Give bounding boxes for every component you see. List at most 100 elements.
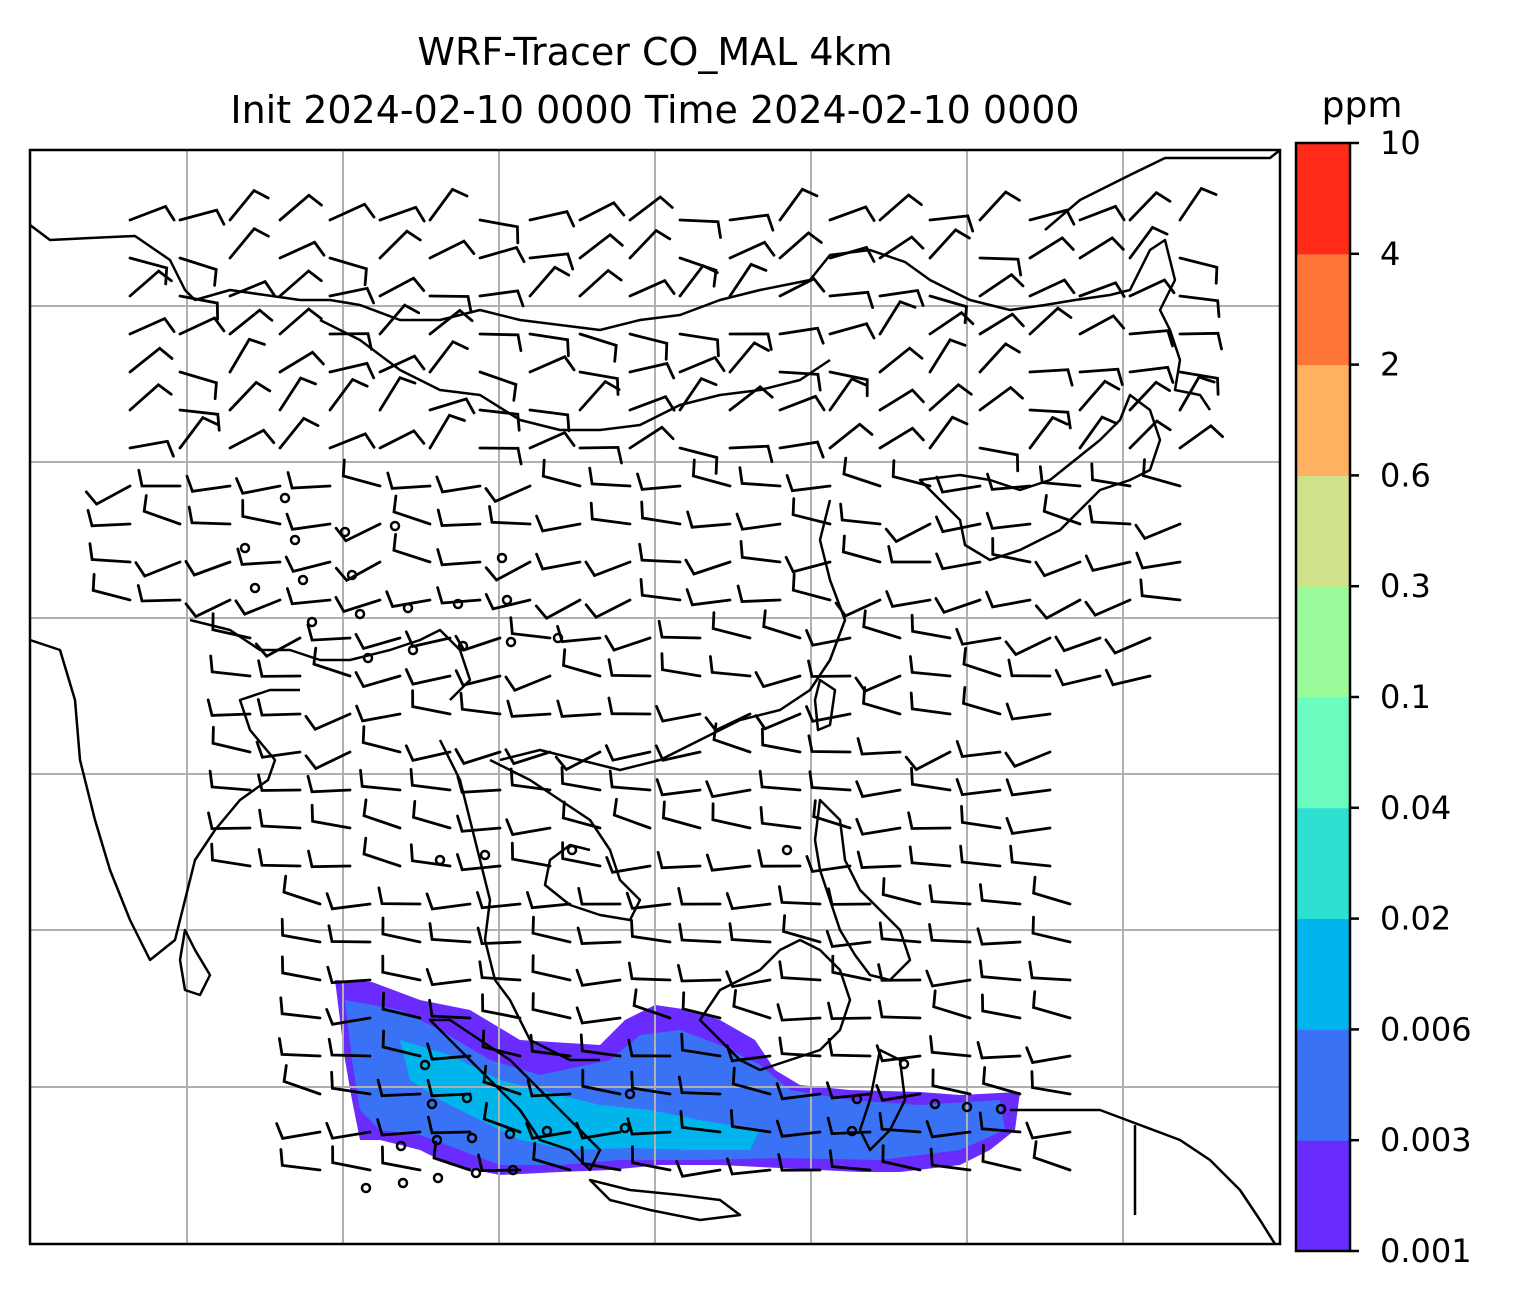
wind-barb bbox=[459, 691, 502, 716]
wind-barb bbox=[484, 593, 532, 611]
wind-barb bbox=[959, 844, 1002, 868]
calm-marker bbox=[432, 1172, 444, 1184]
wind-barb bbox=[731, 1066, 772, 1096]
new-guinea bbox=[1010, 1108, 1277, 1245]
wind-barb bbox=[376, 1118, 422, 1137]
wind-barb bbox=[679, 1110, 722, 1134]
wind-barb bbox=[362, 798, 402, 830]
wind-barb bbox=[509, 767, 552, 792]
calm-marker bbox=[846, 1125, 858, 1137]
wind-barb bbox=[484, 560, 532, 582]
wind-barb bbox=[607, 696, 652, 716]
wind-barb bbox=[640, 500, 682, 526]
wind-barb bbox=[1104, 636, 1152, 655]
wind-barb bbox=[728, 332, 773, 351]
wind-barb bbox=[855, 817, 902, 836]
wind-barb bbox=[928, 294, 968, 325]
wind-barb bbox=[1128, 329, 1174, 348]
wind-barb bbox=[436, 508, 482, 527]
wind-barb bbox=[728, 213, 775, 232]
wind-barb bbox=[477, 1153, 522, 1173]
wind-barb bbox=[554, 750, 602, 772]
wind-barb bbox=[784, 555, 832, 574]
wind-barb bbox=[910, 613, 952, 640]
calm-marker bbox=[501, 594, 513, 606]
wind-barb bbox=[862, 609, 902, 640]
wind-barb bbox=[877, 963, 922, 982]
wind-barb bbox=[526, 1079, 572, 1098]
wind-barb bbox=[178, 370, 218, 401]
wind-barb bbox=[1128, 278, 1176, 298]
calm-marker bbox=[496, 552, 508, 564]
wind-barb bbox=[908, 845, 952, 868]
wind-barb bbox=[691, 458, 732, 488]
wind-barb bbox=[778, 394, 826, 412]
wind-barb bbox=[991, 537, 1032, 564]
wind-barb bbox=[932, 989, 972, 1020]
wind-barb bbox=[681, 991, 722, 1020]
calm-marker bbox=[961, 1101, 973, 1113]
wind-barb bbox=[628, 228, 672, 260]
wind-barb bbox=[478, 446, 523, 466]
wind-barb bbox=[1178, 256, 1219, 285]
wind-barb bbox=[978, 1111, 1022, 1134]
wind-barb bbox=[528, 430, 576, 450]
colorbar-segment bbox=[1296, 1140, 1350, 1252]
wind-barb bbox=[805, 629, 852, 647]
colorbar-tick-label: 0.003 bbox=[1380, 1121, 1472, 1159]
wind-barb bbox=[1139, 578, 1182, 602]
wind-barb bbox=[928, 884, 972, 906]
wind-barb bbox=[128, 316, 176, 336]
wind-barb bbox=[1178, 186, 1218, 222]
wind-barb bbox=[1084, 598, 1132, 617]
calm-marker bbox=[995, 1103, 1007, 1115]
wind-barb bbox=[1032, 1140, 1072, 1172]
wind-barb bbox=[834, 598, 882, 618]
wind-barb bbox=[1038, 465, 1082, 488]
wind-barb bbox=[904, 750, 952, 772]
wind-barb bbox=[628, 332, 669, 361]
wind-barb bbox=[661, 800, 702, 830]
wind-barb bbox=[178, 294, 219, 321]
wind-barb bbox=[436, 586, 482, 605]
wind-barb bbox=[404, 668, 452, 686]
wind-barb bbox=[255, 740, 302, 759]
wind-barb bbox=[575, 1121, 622, 1140]
wind-barb bbox=[1032, 875, 1072, 906]
wind-barb bbox=[328, 286, 375, 305]
wind-barb bbox=[528, 265, 571, 298]
sumatra bbox=[428, 1018, 602, 1172]
wind-barb bbox=[878, 388, 925, 412]
colorbar-tick-label: 0.006 bbox=[1380, 1010, 1472, 1048]
wind-barb bbox=[709, 655, 752, 678]
wind-barb bbox=[725, 1044, 772, 1063]
wind-barb bbox=[428, 294, 473, 314]
wind-barb bbox=[678, 218, 722, 239]
calm-marker bbox=[541, 1125, 553, 1137]
wind-barb bbox=[306, 623, 352, 642]
wind-barb bbox=[841, 534, 882, 564]
wind-barb bbox=[981, 993, 1022, 1020]
wind-barb bbox=[142, 494, 182, 526]
wind-barb bbox=[128, 204, 176, 222]
wind-barb bbox=[284, 555, 332, 574]
wind-barb bbox=[328, 256, 368, 287]
wind-barb bbox=[962, 686, 1002, 716]
wind-barb bbox=[826, 1116, 872, 1136]
calm-marker bbox=[239, 542, 251, 554]
wind-barb bbox=[604, 634, 652, 652]
wind-barb bbox=[1078, 379, 1121, 412]
wind-barb bbox=[86, 508, 132, 528]
wind-barb bbox=[758, 769, 802, 792]
wind-barb bbox=[680, 1032, 722, 1058]
wind-barb bbox=[862, 686, 902, 716]
wind-barb bbox=[878, 288, 925, 307]
calm-marker bbox=[249, 582, 261, 594]
colorbar-tick-label: 0.04 bbox=[1380, 789, 1451, 827]
wind-barb bbox=[978, 342, 1021, 374]
wind-barb bbox=[535, 514, 582, 533]
wind-barb bbox=[1028, 208, 1076, 226]
wind-barb bbox=[778, 1036, 822, 1058]
calm-marker bbox=[306, 616, 318, 628]
wind-barb bbox=[678, 332, 720, 358]
